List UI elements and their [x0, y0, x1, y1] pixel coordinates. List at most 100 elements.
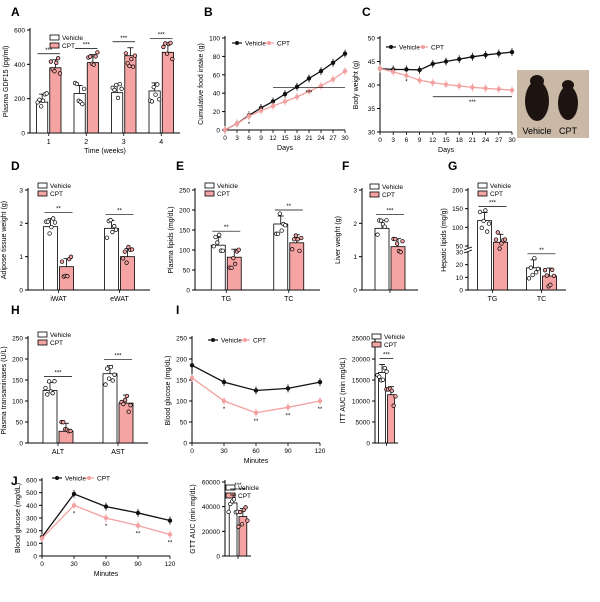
panel-D-point: [122, 249, 127, 254]
panel-C-xtick-label: 15: [442, 137, 450, 144]
panel-C-point-cpt: [417, 78, 422, 83]
panel-C-ytick-label: 30: [368, 130, 376, 137]
panel-I-point-vehicle: [285, 386, 291, 391]
panel-D-point: [120, 256, 126, 261]
mouse-vehicle: [525, 81, 549, 121]
panel-E-point: [293, 233, 299, 238]
panel-G-point: [481, 218, 486, 224]
panel-G-point: [477, 209, 483, 215]
panel-E-point: [220, 248, 225, 253]
panel-H-ylabel: Plasma transaminases (U/L): [1, 346, 8, 434]
panel-D-point: [110, 229, 115, 235]
panel-I-point-vehicle: [189, 363, 195, 368]
panel-A-point: [123, 51, 129, 56]
panel-C-xtick-label: 30: [508, 137, 516, 144]
panel-G-axis-break-mark: [463, 246, 473, 251]
panel-E-ytick-label: 250: [179, 188, 190, 195]
panel-G-point: [495, 230, 500, 235]
panel-C-point-vehicle: [470, 54, 475, 59]
panel-B-point-cpt: [294, 94, 300, 100]
panel-H-ytick-label: 0: [19, 441, 23, 448]
panel-B-legend-marker: [267, 41, 271, 45]
panel-B-point-vehicle: [270, 99, 276, 104]
panel-F-ylabel: Liver weight (g): [335, 216, 342, 264]
panel-A-point: [117, 81, 122, 87]
panel-label-A: A: [11, 5, 20, 19]
panel-I2-ytick-label: 10000: [352, 399, 370, 406]
panel-I2-point: [382, 365, 387, 371]
panel-B-point-vehicle: [342, 51, 348, 56]
panel-E-sig-label: **: [286, 204, 291, 210]
panel-G-point: [499, 241, 504, 246]
panel-A-point: [48, 59, 54, 64]
panel-I-point-vehicle: [253, 388, 259, 393]
panel-C-point-cpt: [430, 80, 435, 85]
panel-E-point: [295, 237, 300, 242]
panel-C-point-vehicle: [404, 67, 409, 72]
panel-A-point: [132, 53, 138, 58]
panel-E-ytick-label: 200: [179, 208, 190, 215]
panel-G-point: [493, 237, 499, 242]
panel-A-legend-label: Vehicle: [62, 35, 83, 42]
panel-G-ytick-label: 30: [456, 250, 464, 257]
panel-A-point: [156, 97, 162, 102]
panel-H-point: [121, 401, 126, 407]
panel-H-point: [110, 378, 115, 383]
panel-E-legend-label: Vehicle: [217, 183, 238, 190]
panel-I2-legend-swatch: [371, 333, 382, 340]
panel-G-point: [528, 265, 533, 270]
panel-C-point-cpt: [483, 86, 488, 91]
panel-J2-ytick-label: 20000: [202, 529, 220, 536]
panel-I-ytick-label: 200: [176, 357, 187, 364]
panel-G-point: [526, 276, 532, 281]
panel-J-ytick-label: 200: [26, 528, 37, 535]
panel-C-point-cpt: [391, 69, 396, 75]
panel-G-point: [551, 273, 557, 279]
panel-B-legend-label: Vehicle: [245, 40, 266, 47]
panel-H-point: [68, 428, 73, 434]
panel-G-point: [532, 256, 537, 261]
panel-J-legend-marker: [55, 476, 59, 480]
panel-B-xtick-label: 3: [235, 135, 239, 142]
panel-J2-point: [231, 497, 237, 502]
panel-J-xtick-label: 90: [134, 561, 142, 568]
panel-I-point-vehicle: [221, 379, 227, 385]
panel-I-point-cpt: [253, 410, 259, 415]
panel-B-xtick-label: 15: [281, 135, 289, 142]
panel-B-xtick-label: 30: [341, 135, 349, 142]
panel-label-F: F: [342, 159, 349, 173]
panel-H-point: [126, 409, 131, 414]
panel-H-ytick-label: 150: [12, 378, 23, 385]
panel-A-point: [115, 95, 121, 101]
panel-I-point-cpt: [317, 398, 323, 404]
panel-A-sig-label: ***: [45, 48, 53, 54]
panel-I-legend-label: CPT: [253, 337, 266, 344]
panel-E-point: [236, 247, 241, 252]
panel-I-ytick-label: 50: [180, 420, 188, 427]
panel-A-bar-cpt: [49, 67, 62, 134]
panel-C-legend-label: CPT: [431, 44, 444, 51]
panel-H-point: [103, 382, 108, 387]
panel-E-ytick-label: 100: [179, 248, 190, 255]
panel-B-xtick-label: 12: [269, 135, 277, 142]
panel-G-point: [544, 273, 549, 278]
panel-C-point-vehicle: [509, 49, 515, 55]
panel-B-point-cpt: [258, 108, 264, 113]
panel-C-ylabel: Body weight (g): [353, 61, 360, 110]
panel-J2-point: [245, 518, 250, 523]
panel-J-ytick-label: 500: [26, 490, 37, 497]
panel-A-point: [54, 60, 59, 65]
panel-E-point: [232, 261, 238, 267]
panel-B-ytick-label: 40: [213, 91, 221, 98]
panel-D-point: [52, 220, 58, 225]
panel-C-legend-marker: [389, 45, 393, 49]
panel-I2-point: [393, 394, 398, 399]
panel-G-axis-break-mark: [463, 249, 473, 254]
panel-I-xtick-label: 0: [190, 448, 194, 455]
panel-B-ytick-label: 0: [216, 128, 220, 135]
panel-I2-ytick-label: 0: [366, 441, 370, 448]
panel-E-point: [283, 223, 288, 228]
panel-H-point: [45, 392, 50, 397]
panel-I2-point: [384, 369, 389, 374]
panel-C-sig-label: ***: [469, 100, 477, 106]
